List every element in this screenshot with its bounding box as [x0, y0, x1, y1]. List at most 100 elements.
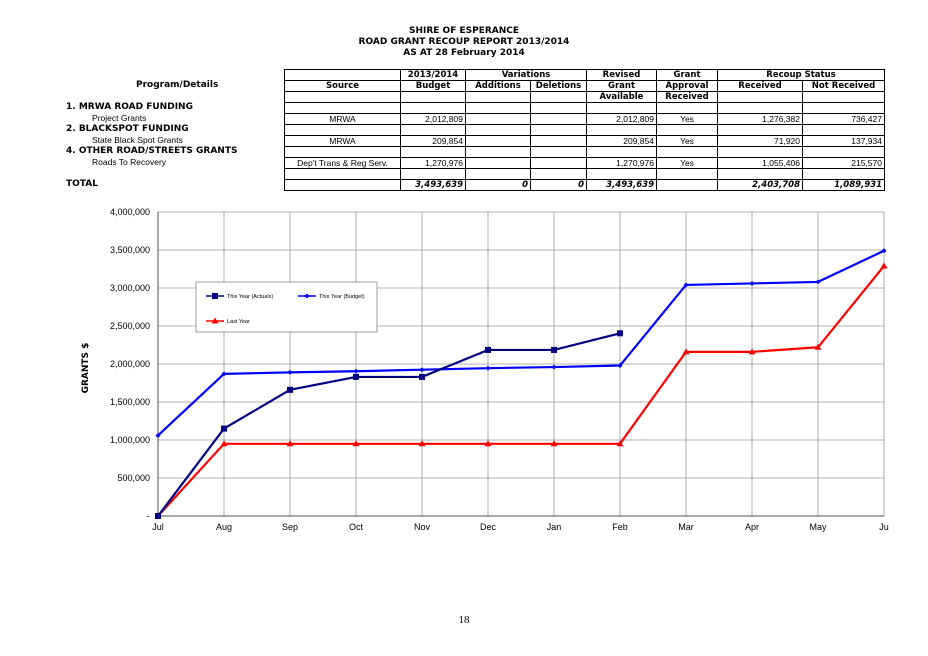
- series-this-year-budget: [155, 248, 887, 438]
- y-tick-label: 2,500,000: [110, 321, 150, 331]
- data-point: [815, 279, 821, 285]
- x-tick-label: Sep: [282, 522, 298, 532]
- header-year: 2013/2014: [400, 69, 466, 81]
- header-deletions: Deletions: [530, 80, 587, 92]
- data-point: [551, 346, 557, 353]
- table-header-row: Source Budget Additions Deletions Grant …: [284, 80, 885, 92]
- data-point: [617, 363, 623, 369]
- header-available: Available: [586, 91, 657, 103]
- cell-budget: 209,854: [400, 135, 466, 147]
- cell-revised: 2,012,809: [586, 113, 657, 125]
- chart-axes: - 500,000 1,000,000 1,500,000 2,000,000 2,500…: [110, 207, 889, 532]
- chart-grid: [157, 211, 885, 517]
- cell-not-received: 215,570: [802, 157, 885, 169]
- legend-item: This Year (Actuals): [206, 293, 273, 300]
- data-point: [353, 373, 359, 380]
- x-tick-label: Mar: [678, 522, 694, 532]
- cell-source: Dep't Trans & Reg Serv.: [284, 157, 401, 169]
- data-point: [287, 386, 293, 393]
- data-point: [682, 348, 690, 355]
- data-point: [814, 343, 822, 350]
- legend-marker: [212, 293, 218, 299]
- y-tick-label: 500,000: [117, 473, 150, 483]
- data-point: [550, 440, 558, 447]
- x-tick-label: May: [809, 522, 827, 532]
- cell-budget: 2,012,809: [400, 113, 466, 125]
- legend-label: This Year (Actuals): [227, 294, 273, 300]
- total-deletions: 0: [530, 179, 587, 191]
- header-approval: Approval: [656, 80, 718, 92]
- series-line: [157, 249, 885, 437]
- data-point: [221, 371, 227, 377]
- data-point: [418, 440, 426, 447]
- x-tick-label: Aug: [216, 522, 232, 532]
- header-revised: Revised: [586, 69, 657, 81]
- cell-revised: 1,270,976: [586, 157, 657, 169]
- table-row: [284, 168, 885, 180]
- data-point: [749, 280, 755, 286]
- total-row: 3,493,639 0 0 3,493,639 2,403,708 1,089,…: [284, 179, 885, 191]
- header-additions: Additions: [465, 80, 531, 92]
- grants-line-chart: - 500,000 1,000,000 1,500,000 2,000,000 2,500…: [81, 207, 889, 532]
- header-received: Received: [717, 80, 803, 92]
- legend-item: Last Year: [206, 317, 250, 325]
- table-row: [284, 124, 885, 136]
- data-point: [352, 440, 360, 447]
- data-point: [221, 425, 227, 432]
- legend-box: [195, 281, 378, 333]
- data-point: [287, 369, 293, 375]
- cell-received: 71,920: [717, 135, 803, 147]
- table-header-row: Available Received: [284, 91, 885, 103]
- legend-marker: [211, 317, 219, 324]
- grant-recoup-table: 2013/2014 Variations Revised Grant Recou…: [284, 69, 885, 191]
- series-this-year-actuals: [155, 330, 623, 519]
- total-budget: 3,493,639: [400, 179, 466, 191]
- cell-revised: 209,854: [586, 135, 657, 147]
- x-tick-label: Dec: [480, 522, 497, 532]
- data-point: [353, 368, 359, 374]
- header-source: Source: [284, 80, 401, 92]
- section-item: Roads To Recovery: [92, 157, 167, 167]
- cell-approval: Yes: [656, 135, 718, 147]
- table-row: Dep't Trans & Reg Serv. 1,270,976 1,270,…: [284, 157, 885, 169]
- header-budget: Budget: [400, 80, 466, 92]
- series-line: [157, 265, 885, 517]
- cell-not-received: 137,934: [802, 135, 885, 147]
- data-point: [617, 330, 623, 337]
- cell-approval: Yes: [656, 113, 718, 125]
- y-tick-label: -: [147, 511, 150, 521]
- y-tick-label: 2,000,000: [110, 359, 150, 369]
- legend-item: This Year (Budget): [298, 293, 365, 300]
- data-point: [484, 440, 492, 447]
- y-axis-title: GRANTS $: [81, 343, 91, 394]
- x-tick-label: Jul: [152, 522, 164, 532]
- total-not-received: 1,089,931: [802, 179, 885, 191]
- header-not-received: Not Received: [802, 80, 885, 92]
- header-grant: Grant: [656, 69, 718, 81]
- header-received-line: Received: [656, 91, 718, 103]
- data-point: [155, 513, 161, 519]
- program-details-header: Program/Details: [136, 80, 219, 90]
- x-tick-label: Ju: [879, 522, 889, 532]
- header-grant-line: Grant: [586, 80, 657, 92]
- data-point: [616, 440, 624, 447]
- total-revised: 3,493,639: [586, 179, 657, 191]
- data-point: [748, 348, 756, 355]
- section-heading: 4. OTHER ROAD/STREETS GRANTS: [66, 146, 238, 156]
- cell-approval: Yes: [656, 157, 718, 169]
- section-heading: 1. MRWA ROAD FUNDING: [66, 102, 193, 112]
- chart-legend: This Year (Actuals) This Year (Budget) Las…: [195, 281, 378, 333]
- x-tick-label: Feb: [612, 522, 628, 532]
- data-point: [419, 373, 425, 380]
- table-row: MRWA 2,012,809 2,012,809 Yes 1,276,382 7…: [284, 113, 885, 125]
- y-tick-label: 1,000,000: [110, 435, 150, 445]
- cell-received: 1,276,382: [717, 113, 803, 125]
- x-tick-label: Nov: [414, 522, 431, 532]
- header-variations: Variations: [465, 69, 587, 81]
- data-point: [419, 367, 425, 373]
- data-point: [881, 248, 887, 254]
- data-point: [220, 440, 228, 447]
- table-header-row: 2013/2014 Variations Revised Grant Recou…: [284, 69, 885, 81]
- data-point: [155, 432, 161, 438]
- table-row: [284, 146, 885, 158]
